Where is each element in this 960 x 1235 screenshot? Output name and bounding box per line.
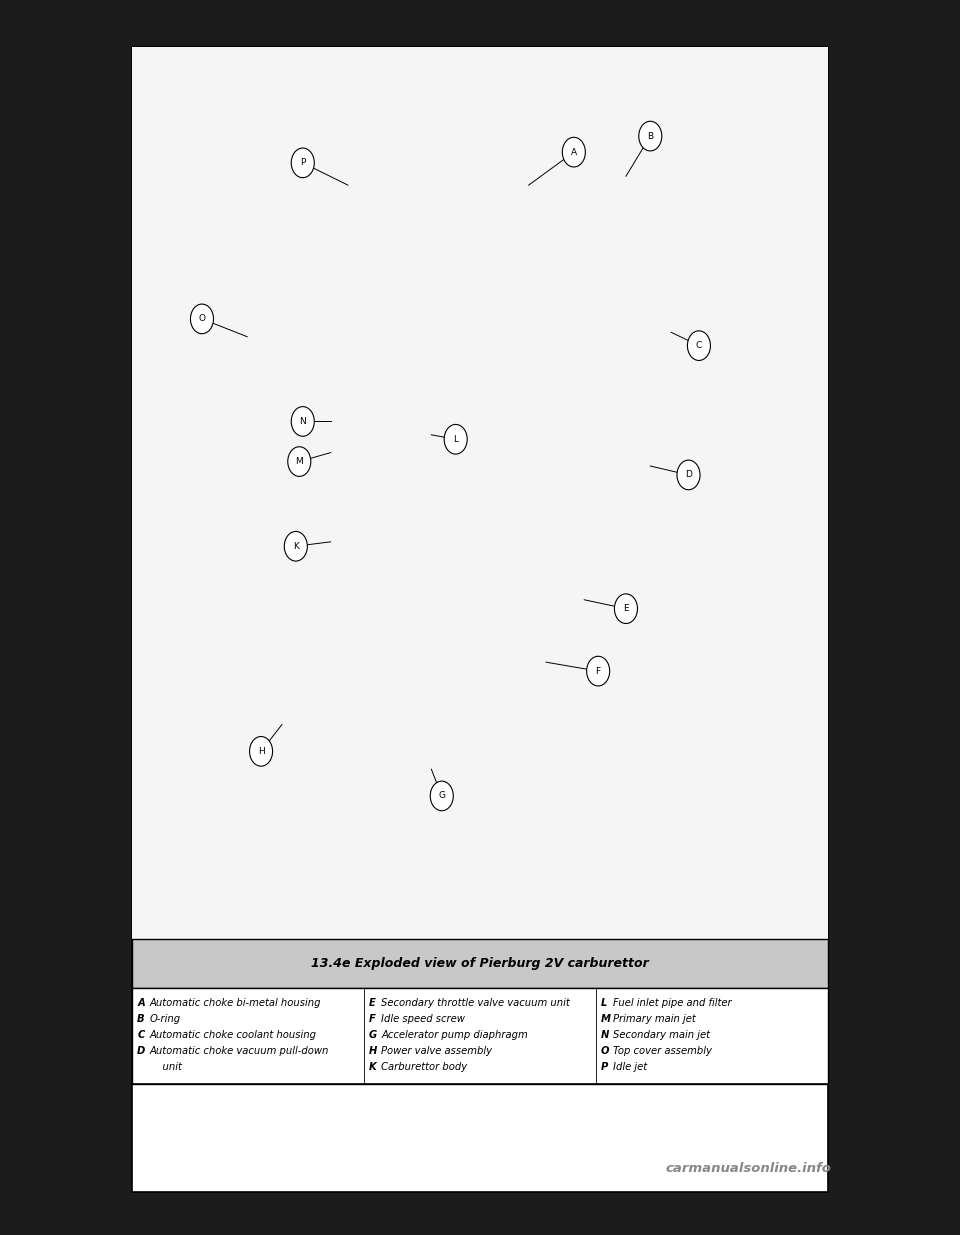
- Text: K: K: [369, 1062, 376, 1072]
- Text: P: P: [300, 158, 305, 168]
- Text: Top cover assembly: Top cover assembly: [613, 1046, 712, 1056]
- Text: Primary main jet: Primary main jet: [613, 1014, 696, 1024]
- Text: M: M: [296, 457, 303, 466]
- Circle shape: [444, 425, 468, 454]
- Bar: [132, 47, 828, 939]
- Text: C: C: [696, 341, 702, 351]
- Text: L: L: [453, 435, 458, 443]
- Text: Accelerator pump diaphragm: Accelerator pump diaphragm: [381, 1030, 528, 1040]
- Circle shape: [288, 447, 311, 477]
- Text: C: C: [137, 1030, 145, 1040]
- Text: Fuel inlet pipe and filter: Fuel inlet pipe and filter: [613, 998, 732, 1008]
- Text: Automatic choke coolant housing: Automatic choke coolant housing: [150, 1030, 317, 1040]
- Text: O-ring: O-ring: [150, 1014, 180, 1024]
- Text: Secondary throttle valve vacuum unit: Secondary throttle valve vacuum unit: [381, 998, 570, 1008]
- Text: Idle speed screw: Idle speed screw: [381, 1014, 466, 1024]
- Text: E: E: [369, 998, 375, 1008]
- Bar: [132, 47, 828, 1192]
- Circle shape: [190, 304, 213, 333]
- Text: D: D: [685, 471, 692, 479]
- Bar: [132, 939, 828, 988]
- Text: Automatic choke bi-metal housing: Automatic choke bi-metal housing: [150, 998, 322, 1008]
- Text: E: E: [623, 604, 629, 614]
- Circle shape: [638, 121, 661, 151]
- Circle shape: [687, 331, 710, 361]
- Text: Power valve assembly: Power valve assembly: [381, 1046, 492, 1056]
- Circle shape: [614, 594, 637, 624]
- Text: P: P: [601, 1062, 608, 1072]
- Text: Secondary main jet: Secondary main jet: [613, 1030, 710, 1040]
- Bar: [132, 988, 828, 1084]
- Text: H: H: [369, 1046, 377, 1056]
- Text: Automatic choke vacuum pull-down: Automatic choke vacuum pull-down: [150, 1046, 329, 1056]
- Text: F: F: [595, 667, 601, 676]
- Text: F: F: [369, 1014, 375, 1024]
- Text: unit: unit: [150, 1062, 181, 1072]
- Text: 13.4e Exploded view of Pierburg 2V carburettor: 13.4e Exploded view of Pierburg 2V carbu…: [311, 957, 649, 969]
- Text: Idle jet: Idle jet: [613, 1062, 647, 1072]
- Circle shape: [291, 148, 314, 178]
- Text: A: A: [571, 148, 577, 157]
- Circle shape: [563, 137, 586, 167]
- Text: D: D: [137, 1046, 146, 1056]
- Text: O: O: [601, 1046, 610, 1056]
- Text: Carburettor body: Carburettor body: [381, 1062, 468, 1072]
- Text: B: B: [647, 132, 654, 141]
- Text: H: H: [257, 747, 264, 756]
- Text: G: G: [439, 792, 445, 800]
- Text: A: A: [137, 998, 145, 1008]
- Circle shape: [587, 656, 610, 685]
- Text: L: L: [601, 998, 607, 1008]
- Text: O: O: [199, 315, 205, 324]
- Text: K: K: [293, 542, 299, 551]
- Circle shape: [677, 461, 700, 490]
- Circle shape: [430, 781, 453, 810]
- Text: G: G: [369, 1030, 377, 1040]
- Text: M: M: [601, 1014, 611, 1024]
- Text: B: B: [137, 1014, 145, 1024]
- Circle shape: [291, 406, 314, 436]
- Circle shape: [284, 531, 307, 561]
- Circle shape: [250, 736, 273, 766]
- Text: N: N: [601, 1030, 609, 1040]
- Text: carmanualsonline.info: carmanualsonline.info: [666, 1162, 831, 1174]
- Text: N: N: [300, 417, 306, 426]
